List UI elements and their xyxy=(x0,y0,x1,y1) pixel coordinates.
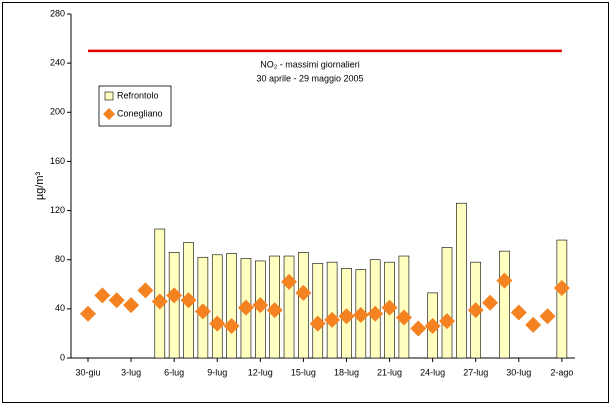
chart-subtitle: 30 aprile - 29 maggio 2005 xyxy=(256,73,363,83)
marker xyxy=(510,304,527,321)
marker xyxy=(252,297,269,314)
bar xyxy=(398,255,410,359)
marker xyxy=(194,303,211,320)
marker xyxy=(352,307,369,323)
x-tick-label: 18-lug xyxy=(334,367,359,377)
marker xyxy=(137,282,154,299)
y-axis-label: µg/m³ xyxy=(34,171,46,200)
bar xyxy=(283,255,295,359)
y-tick-label: 160 xyxy=(50,156,65,166)
x-tick-label: 3-lug xyxy=(121,367,141,377)
marker xyxy=(281,273,298,290)
marker xyxy=(237,299,254,316)
y-tick-label: 80 xyxy=(55,254,65,264)
marker xyxy=(266,302,283,319)
x-tick-label: 12-lug xyxy=(248,367,273,377)
marker xyxy=(553,279,570,296)
y-tick-label: 40 xyxy=(55,303,65,313)
marker xyxy=(94,287,111,304)
bar xyxy=(456,202,467,359)
legend-swatch xyxy=(104,91,114,101)
bar xyxy=(312,263,324,359)
bar xyxy=(441,247,453,359)
y-tick-label: 200 xyxy=(50,107,65,117)
legend-swatch xyxy=(103,108,115,120)
marker xyxy=(381,299,398,316)
chart-frame xyxy=(2,2,609,403)
marker xyxy=(123,297,140,314)
bar xyxy=(211,254,223,359)
x-tick-label: 30-lug xyxy=(506,367,531,377)
bar xyxy=(298,252,309,359)
legend xyxy=(98,85,172,127)
marker xyxy=(80,305,96,322)
x-tick-label: 9-lug xyxy=(207,367,227,377)
marker xyxy=(309,315,326,332)
marker xyxy=(209,315,226,332)
marker xyxy=(496,272,513,289)
x-tick-label: 21-lug xyxy=(377,367,402,377)
legend-label: Conegliano xyxy=(117,108,163,118)
marker xyxy=(395,309,412,326)
marker xyxy=(367,305,384,322)
y-tick-label: 0 xyxy=(60,352,65,362)
x-tick-label: 2-ago xyxy=(550,367,573,377)
marker xyxy=(539,308,556,325)
marker xyxy=(108,292,125,309)
marker xyxy=(324,311,341,328)
marker xyxy=(151,293,168,310)
marker xyxy=(439,313,455,330)
marker xyxy=(295,284,312,301)
marker xyxy=(410,320,427,337)
marker xyxy=(180,292,197,309)
legend-label: Refrontolo xyxy=(117,90,159,100)
x-tick-label: 30-giu xyxy=(75,367,100,377)
chart-title: NO₂ - massimi giornalieri xyxy=(260,59,360,69)
marker xyxy=(338,308,355,325)
x-tick-label: 15-lug xyxy=(291,367,316,377)
bar xyxy=(499,250,510,359)
y-tick-label: 120 xyxy=(50,205,65,215)
x-tick-label: 6-lug xyxy=(164,367,184,377)
marker xyxy=(482,294,499,311)
marker xyxy=(467,302,484,319)
marker xyxy=(166,287,183,304)
y-tick-label: 280 xyxy=(50,8,65,18)
x-tick-label: 27-lug xyxy=(463,367,488,377)
marker xyxy=(525,316,542,333)
x-tick-label: 24-lug xyxy=(420,367,445,377)
bar xyxy=(168,252,180,359)
bar xyxy=(226,253,237,359)
bar xyxy=(556,239,568,359)
marker xyxy=(424,318,441,335)
marker xyxy=(223,318,240,335)
y-tick-label: 240 xyxy=(50,58,65,68)
bar xyxy=(326,261,338,359)
